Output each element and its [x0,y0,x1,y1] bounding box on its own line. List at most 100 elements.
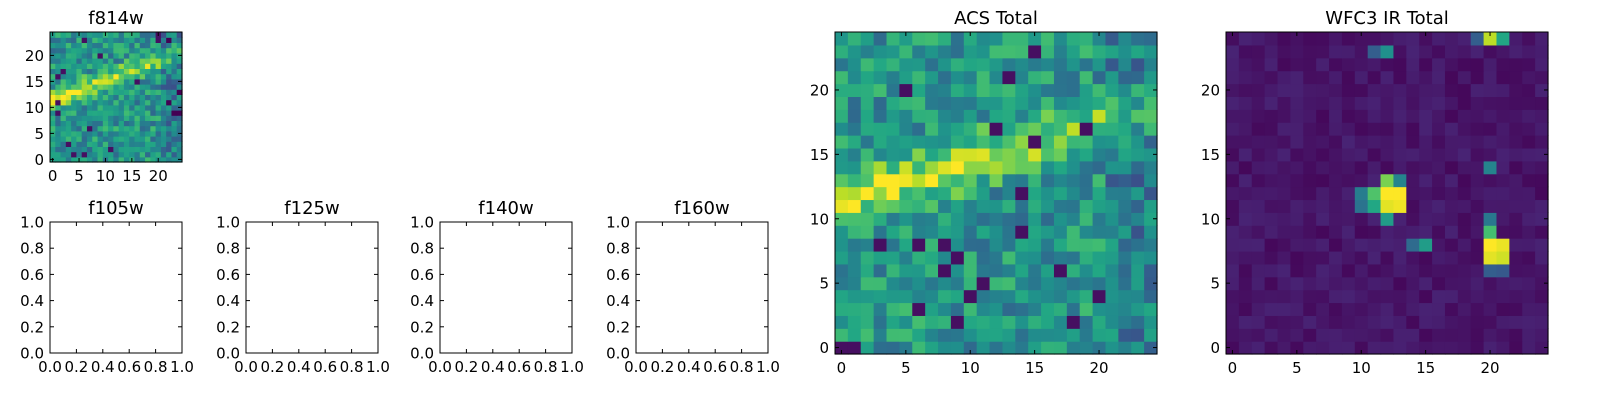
heatmap-cell [1041,225,1055,239]
heatmap-cell [1002,57,1016,72]
heatmap-cell [1496,250,1510,265]
heatmap-cell [1264,109,1279,123]
heatmap-cell [139,156,146,163]
heatmap-cell [1092,44,1107,59]
heatmap-cell [118,125,125,132]
heatmap-cell [65,136,72,142]
heatmap-cell [1238,186,1253,201]
heatmap-cell [1131,96,1145,110]
heatmap-cell [1290,44,1304,59]
heatmap-cell [1264,135,1279,149]
heatmap-cell [86,32,93,38]
heatmap-cell [1341,122,1356,136]
heatmap-cell [1105,289,1119,304]
heatmap-cell [1393,328,1407,342]
heatmap-cell [134,156,141,163]
heatmap-cell [97,141,104,147]
heatmap-cell [1303,199,1317,213]
heatmap-cell [1118,328,1132,342]
y-tick-label: 0 [819,339,829,357]
heatmap-cell [97,73,104,80]
heatmap-cell [1406,276,1420,291]
heatmap-cell [155,37,162,43]
heatmap-cell [847,328,862,342]
heatmap-cell [1341,135,1356,149]
heatmap-cell [92,42,99,49]
heatmap-cell [139,115,146,121]
heatmap-cell [1419,289,1433,304]
heatmap-cell [1380,276,1395,291]
heatmap-cell [1002,109,1016,123]
heatmap-cell [1131,173,1145,188]
y-tick-label: 0.4 [606,292,630,310]
heatmap-cell [129,146,136,153]
heatmap-cell [65,47,72,54]
heatmap-cell [1470,160,1485,175]
heatmap-cell [171,130,178,137]
heatmap-cell [166,115,173,121]
heatmap-cell [1105,109,1119,123]
heatmap-cell [171,68,178,75]
heatmap-cell [1226,147,1240,162]
heatmap-cell [1144,57,1158,72]
heatmap-cell [1380,135,1395,149]
heatmap-cell [171,42,178,49]
heatmap-cell [1354,250,1369,265]
heatmap-cell [1341,83,1356,97]
heatmap-cell [150,89,157,95]
heatmap-cell [950,225,965,239]
heatmap-cell [1290,238,1304,252]
heatmap-cell [1028,160,1042,175]
heatmap-cell [97,37,104,43]
heatmap-cell [1367,147,1382,162]
heatmap-cell [97,84,104,90]
heatmap-cell [1406,96,1420,110]
heatmap-cell [847,315,862,329]
heatmap-cell [873,328,888,342]
heatmap-cell [1432,328,1446,342]
heatmap-cell [950,147,965,162]
heatmap-cell [108,146,114,153]
heatmap-cell [860,173,875,188]
heatmap-cell [847,70,862,85]
heatmap-cell [60,52,67,59]
heatmap-cell [847,173,862,188]
heatmap-cell [50,136,56,142]
heatmap-cell [1028,70,1042,85]
heatmap-cell [118,146,125,153]
heatmap-cell [950,160,965,175]
heatmap-cell [976,83,991,97]
heatmap-cell [123,89,130,95]
heatmap-cell [1470,186,1485,201]
heatmap-cell [950,341,965,355]
heatmap-cell [166,89,173,95]
heatmap-cell [171,151,178,158]
heatmap-cell [50,42,56,49]
heatmap-cell [1470,328,1485,342]
heatmap-cell [92,84,99,90]
axes-frame [439,221,573,354]
heatmap-cell [134,94,141,101]
heatmap-cell [92,115,99,121]
heatmap-cell [1041,57,1055,72]
heatmap-cell [886,44,900,59]
heatmap-cell [108,136,114,142]
heatmap-cell [134,78,141,85]
heatmap-cell [1277,341,1291,355]
heatmap-cell [1522,32,1536,46]
heatmap-cell [1015,96,1029,110]
heatmap-cell [1041,250,1055,265]
heatmap-cell [1457,186,1472,201]
heatmap-cell [108,84,114,90]
heatmap-cell [108,125,114,132]
heatmap-cell [950,109,965,123]
heatmap-cell [123,58,130,64]
heatmap-cell [1144,70,1158,85]
heatmap-cell [1131,238,1145,252]
heatmap-cell [55,104,62,111]
heatmap-cell [65,58,72,64]
heatmap-cell [97,58,104,64]
heatmap-cell [1470,315,1485,329]
